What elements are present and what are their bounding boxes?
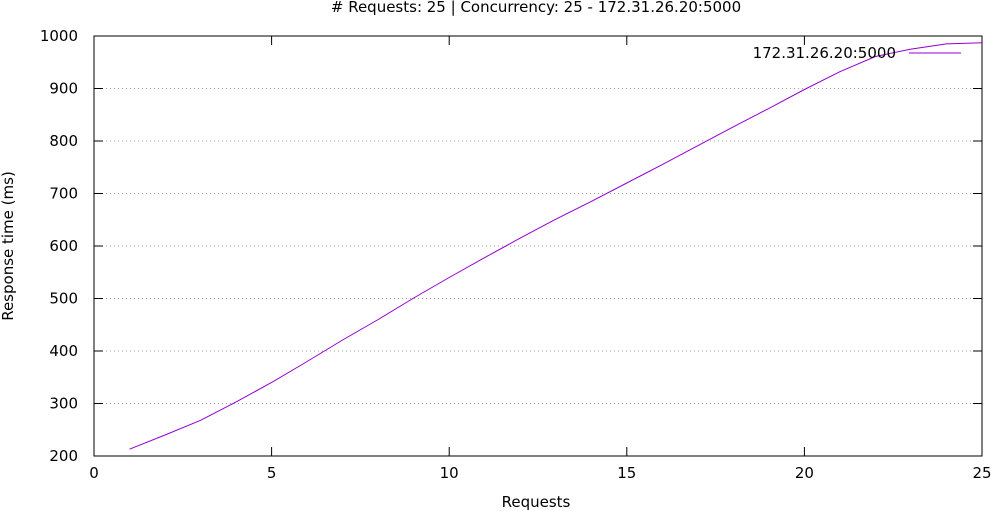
x-tick-label: 25: [972, 464, 991, 482]
grid-lines: [94, 88, 982, 404]
y-tick-label: 900: [49, 80, 78, 98]
y-tick-label: 1000: [40, 27, 78, 45]
x-tick-label: 10: [440, 464, 459, 482]
y-tick-label: 200: [49, 447, 78, 465]
y-tick-label: 300: [49, 395, 78, 413]
x-tick-label: 0: [89, 464, 99, 482]
y-tick-label: 400: [49, 342, 78, 360]
chart-title: # Requests: 25 | Concurrency: 25 - 172.3…: [331, 0, 741, 16]
y-tick-label: 600: [49, 237, 78, 255]
y-tick-label: 800: [49, 132, 78, 150]
y-tick-label: 700: [49, 185, 78, 203]
series-line: [129, 42, 983, 450]
y-tick-label: 500: [49, 290, 78, 308]
x-tick-label: 5: [267, 464, 277, 482]
y-axis-label: Response time (ms): [0, 171, 17, 321]
series-layer: [129, 42, 983, 450]
legend-label: 172.31.26.20:5000: [753, 44, 896, 62]
x-tick-label: 15: [617, 464, 636, 482]
axis-ticks: 200 300 400 500 600 700 800 900 1000 0 5 10 15 20 25: [40, 27, 991, 482]
x-tick-label: 20: [795, 464, 814, 482]
legend: 172.31.26.20:5000: [753, 44, 961, 62]
x-axis-label: Requests: [502, 493, 571, 511]
